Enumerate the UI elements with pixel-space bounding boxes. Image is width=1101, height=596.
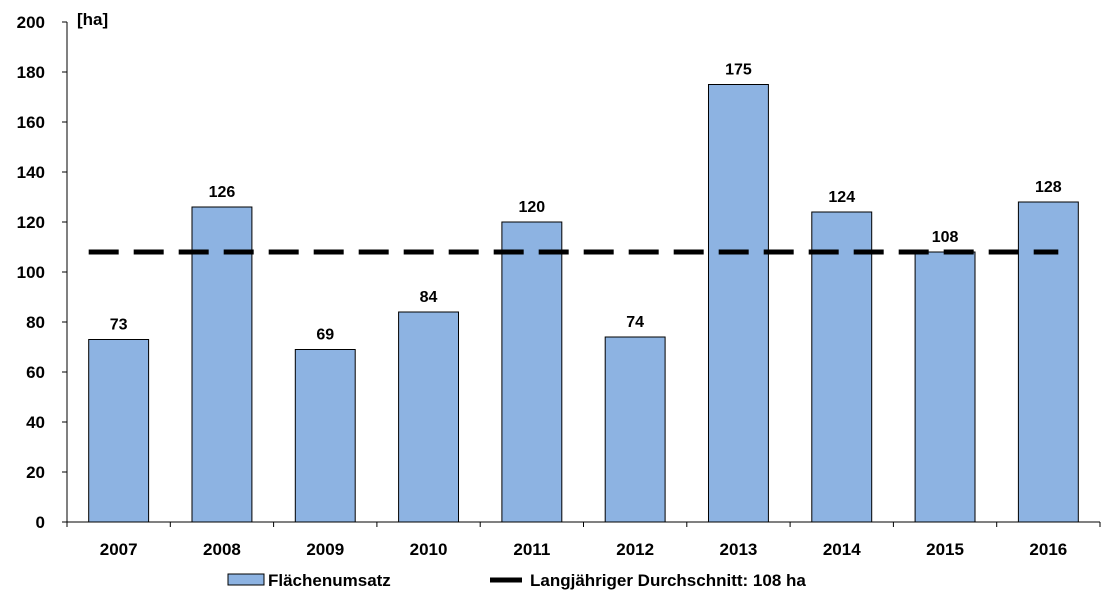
x-ticks-group: 2007 2008 2009 2010 2011 2012 2013 2014 2015 2016	[66, 522, 1101, 559]
bar	[1017, 201, 1079, 523]
legend-swatch-flaechenumsatz	[227, 573, 265, 586]
y-tick-label: 120	[17, 213, 45, 232]
bar	[191, 206, 253, 523]
x-tick-label: 2016	[1029, 540, 1067, 559]
y-ticks-group: 0 20 40 60 80 100 120 140 160 180 200	[17, 13, 67, 532]
bar	[294, 349, 356, 523]
data-label: 120	[518, 199, 545, 216]
data-label: 108	[932, 229, 959, 246]
x-tick-label: 2007	[100, 540, 138, 559]
x-tick-label: 2011	[513, 540, 550, 559]
bar	[914, 251, 976, 523]
x-tick-label: 2014	[823, 540, 861, 559]
legend: Flächenumsatz Langjähriger Durchschnitt:…	[227, 571, 806, 590]
y-axis-unit-label: [ha]	[77, 10, 108, 29]
data-label: 84	[420, 289, 438, 306]
bar	[811, 211, 873, 523]
data-label: 126	[209, 184, 236, 201]
legend-label-flaechenumsatz: Flächenumsatz	[268, 571, 391, 590]
data-label: 74	[626, 314, 644, 331]
y-tick-label: 20	[26, 463, 45, 482]
bar	[88, 339, 150, 523]
bar	[398, 311, 460, 523]
x-tick-label: 2009	[306, 540, 344, 559]
data-label: 73	[110, 317, 128, 334]
y-tick-label: 200	[17, 13, 45, 32]
x-tick-label: 2012	[616, 540, 654, 559]
data-labels-group: 73 126 69 84 120 74 175 124 108 128	[110, 62, 1062, 344]
y-tick-label: 60	[26, 363, 45, 382]
y-tick-label: 160	[17, 113, 45, 132]
y-tick-label: 80	[26, 313, 45, 332]
x-tick-label: 2008	[203, 540, 241, 559]
data-label: 175	[725, 62, 752, 79]
data-label: 128	[1035, 179, 1062, 196]
data-label: 124	[828, 189, 855, 206]
y-tick-label: 100	[17, 263, 45, 282]
x-tick-label: 2010	[410, 540, 448, 559]
x-tick-label: 2013	[720, 540, 758, 559]
data-label: 69	[316, 327, 334, 344]
bar	[501, 221, 563, 523]
y-tick-label: 180	[17, 63, 45, 82]
bar	[707, 84, 769, 523]
legend-label-average: Langjähriger Durchschnitt: 108 ha	[530, 571, 806, 590]
bars-group	[88, 84, 1079, 523]
x-tick-label: 2015	[926, 540, 964, 559]
y-tick-label: 140	[17, 163, 45, 182]
y-tick-label: 40	[26, 413, 45, 432]
y-tick-label: 0	[36, 513, 45, 532]
bar	[604, 336, 666, 523]
